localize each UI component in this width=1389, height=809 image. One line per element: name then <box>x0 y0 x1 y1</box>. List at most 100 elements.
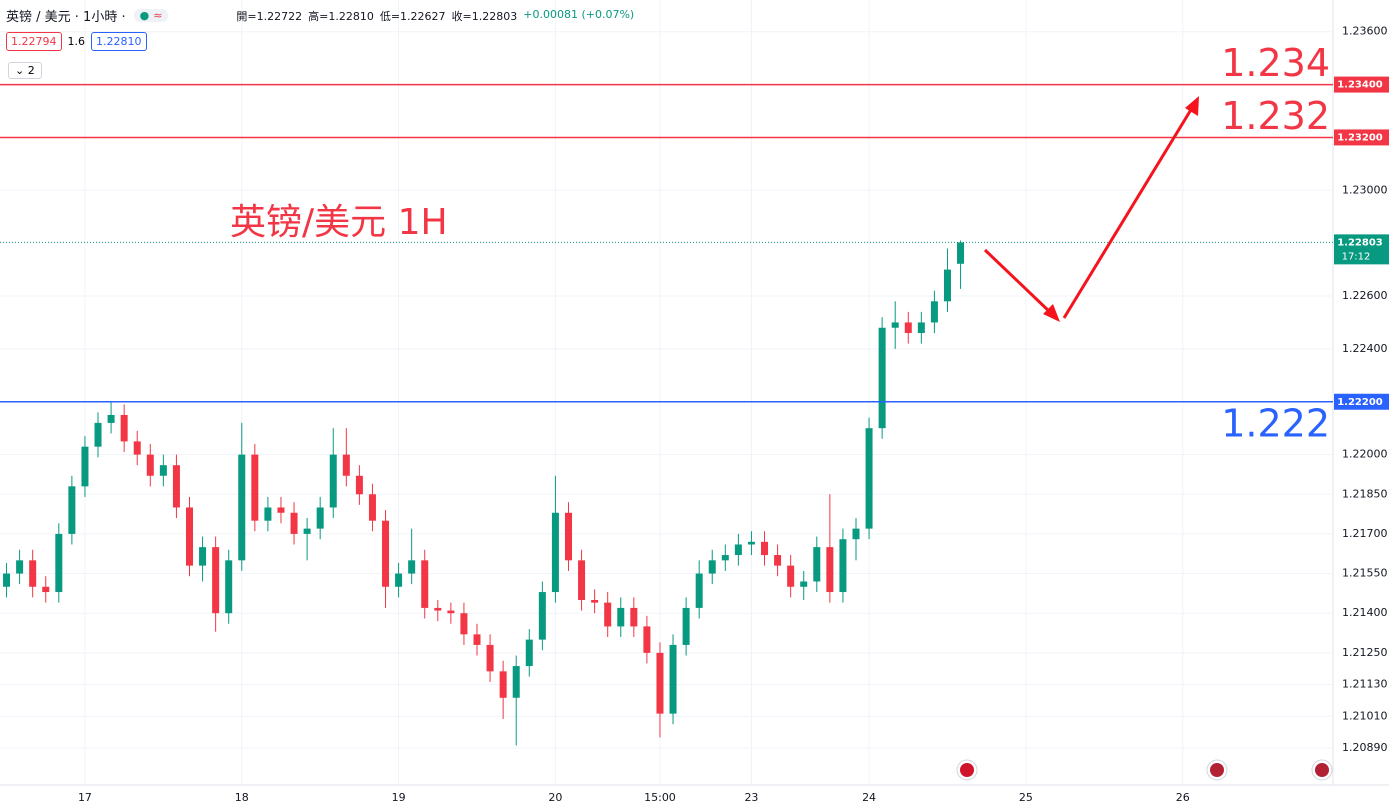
candle-body <box>839 539 847 593</box>
last-price-label: 1.22803 <box>1337 237 1383 248</box>
header: 英镑 / 美元 · 1小時 · ● ≈ 開=1.22722 高=1.22810 低… <box>6 6 634 26</box>
x-tick-label: 17 <box>78 791 92 804</box>
candle-body <box>787 565 795 587</box>
candle-body <box>564 512 572 561</box>
candle-body <box>734 544 742 556</box>
candle-body <box>617 607 625 627</box>
level-label-box <box>1334 129 1389 146</box>
countdown: 17:12 <box>1342 251 1371 262</box>
x-tick-label: 25 <box>1019 791 1033 804</box>
candle-body <box>747 541 755 545</box>
candle-body <box>904 322 912 334</box>
symbol[interactable]: 英镑 / 美元 · 1小時 · <box>6 10 126 25</box>
trade-row: 1.22794 1.6 1.22810 <box>6 32 147 51</box>
ohlc-high: 高=1.22810 <box>308 9 374 23</box>
status-pill[interactable]: ● ≈ <box>133 9 169 22</box>
level-label: 1.23400 <box>1337 80 1383 91</box>
candle-body <box>329 454 337 508</box>
candle-body <box>421 560 429 608</box>
level-label-box <box>1334 393 1389 410</box>
level-label: 1.22200 <box>1337 397 1383 408</box>
candle-body <box>486 644 494 672</box>
candle-body <box>930 301 938 323</box>
candle-body <box>225 560 233 614</box>
candle-body <box>447 610 455 614</box>
spread: 1.6 <box>67 35 86 48</box>
candle-body <box>29 560 37 587</box>
candle-body <box>290 512 298 534</box>
candle-body <box>878 327 886 429</box>
candle-body <box>120 414 128 442</box>
candle-body <box>185 507 193 566</box>
candle-body <box>813 547 821 582</box>
y-tick-label: 1.23600 <box>1342 25 1388 38</box>
candle-body <box>800 581 808 587</box>
level-annotation: 1.234 <box>1221 41 1330 85</box>
candle-body <box>551 512 559 593</box>
candle-body <box>55 533 63 593</box>
x-tick-label: 20 <box>548 791 562 804</box>
indicator-toggle[interactable]: ⌄ 2 <box>8 62 42 79</box>
indicator-count: 2 <box>27 64 35 77</box>
x-tick-label: 18 <box>235 791 249 804</box>
candle-body <box>146 454 154 476</box>
ohlc-low: 低=1.22627 <box>379 9 446 23</box>
candle-body <box>395 573 403 587</box>
y-tick-label: 1.22000 <box>1342 448 1388 461</box>
y-tick-label: 1.21010 <box>1342 709 1388 722</box>
candle-body <box>721 555 729 561</box>
candle-body <box>316 507 324 529</box>
ohlc-close: 收=1.22803 <box>451 9 518 23</box>
candle-body <box>917 322 925 334</box>
candle-body <box>238 454 246 561</box>
candle-body <box>16 560 24 574</box>
candle-body <box>133 441 141 455</box>
candle-body <box>957 242 965 264</box>
candle-body <box>159 465 167 476</box>
y-tick-label: 1.21130 <box>1342 678 1388 691</box>
x-tick-label: 23 <box>744 791 758 804</box>
x-tick-label: 15:00 <box>644 791 676 804</box>
candle-body <box>434 607 442 611</box>
candle-body <box>891 322 899 328</box>
candle-body <box>251 454 259 521</box>
y-tick-label: 1.23000 <box>1342 183 1388 196</box>
candle-body <box>42 586 50 593</box>
candle-body <box>512 666 520 698</box>
ask[interactable]: 1.22810 <box>91 32 147 51</box>
candle-body <box>68 486 76 534</box>
annotation: 英镑/美元 1H <box>230 202 448 243</box>
candle-body <box>81 446 89 487</box>
candle-body <box>604 602 612 627</box>
level-annotation: 1.232 <box>1221 94 1330 138</box>
candle-body <box>355 475 363 495</box>
x-tick-label: 24 <box>862 791 876 804</box>
level-label-box <box>1334 76 1389 93</box>
candle-body <box>172 465 180 508</box>
candle-body <box>525 639 533 667</box>
candle-body <box>761 541 769 556</box>
y-tick-label: 1.21250 <box>1342 646 1388 659</box>
change: +0.00081 (+0.07%) <box>523 7 635 21</box>
candle-body <box>538 592 546 640</box>
y-tick-label: 1.21400 <box>1342 606 1388 619</box>
ohlc: 開=1.22722 高=1.22810 低=1.22627 收=1.22803 … <box>236 8 634 24</box>
candle-body <box>695 573 703 608</box>
event-flags <box>956 759 1333 781</box>
candle-body <box>368 494 376 521</box>
x-tick-label: 19 <box>392 791 406 804</box>
candle-body <box>643 626 651 653</box>
candle-body <box>865 428 873 529</box>
y-tick-label: 1.22600 <box>1342 289 1388 302</box>
candle-body <box>277 507 285 513</box>
last-price-box <box>1334 234 1389 265</box>
y-tick-label: 1.21550 <box>1342 567 1388 580</box>
bid[interactable]: 1.22794 <box>6 32 62 51</box>
y-tick-label: 1.22400 <box>1342 342 1388 355</box>
candle-body <box>460 613 468 635</box>
candle-body <box>630 607 638 627</box>
candle-body <box>682 607 690 645</box>
candle-body <box>382 520 390 587</box>
